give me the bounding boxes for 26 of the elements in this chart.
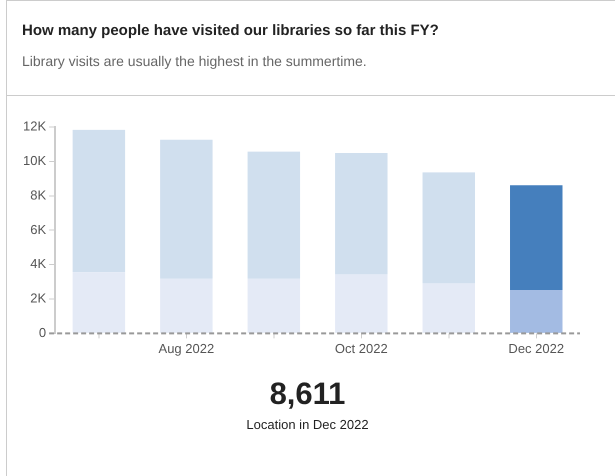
bar: [510, 185, 563, 290]
y-tick-label: 10K: [22, 152, 46, 168]
x-tick-label: Dec 2022: [508, 340, 564, 356]
y-tick-label: 4K: [30, 256, 46, 272]
bar: [248, 152, 300, 279]
bar: [248, 278, 300, 333]
y-tick-label: 0: [38, 324, 46, 340]
text: 8,611: [268, 376, 346, 412]
chart-title: How many people have visited our libraries so far this FY?: [22, 22, 439, 39]
bar: [422, 172, 476, 284]
x-tick-label: Aug 2022: [158, 340, 214, 356]
bar: [72, 130, 126, 272]
bar: [335, 152, 388, 274]
y-tick-label: 12K: [22, 118, 46, 134]
bar: [422, 283, 476, 333]
chart-subtitle: Library visits are usually the highest in the summertime.: [22, 53, 367, 69]
bar: [335, 274, 388, 333]
y-tick-label: 8K: [30, 187, 46, 202]
bar: [72, 272, 126, 333]
y-tick-label: 6K: [30, 222, 46, 237]
x-tick-label: Oct 2022: [334, 340, 388, 356]
bar: [510, 290, 563, 333]
text: Location in Dec 2022: [245, 417, 370, 432]
bar: [160, 278, 213, 333]
bar: [160, 140, 213, 279]
y-tick-label: 2K: [30, 290, 46, 306]
